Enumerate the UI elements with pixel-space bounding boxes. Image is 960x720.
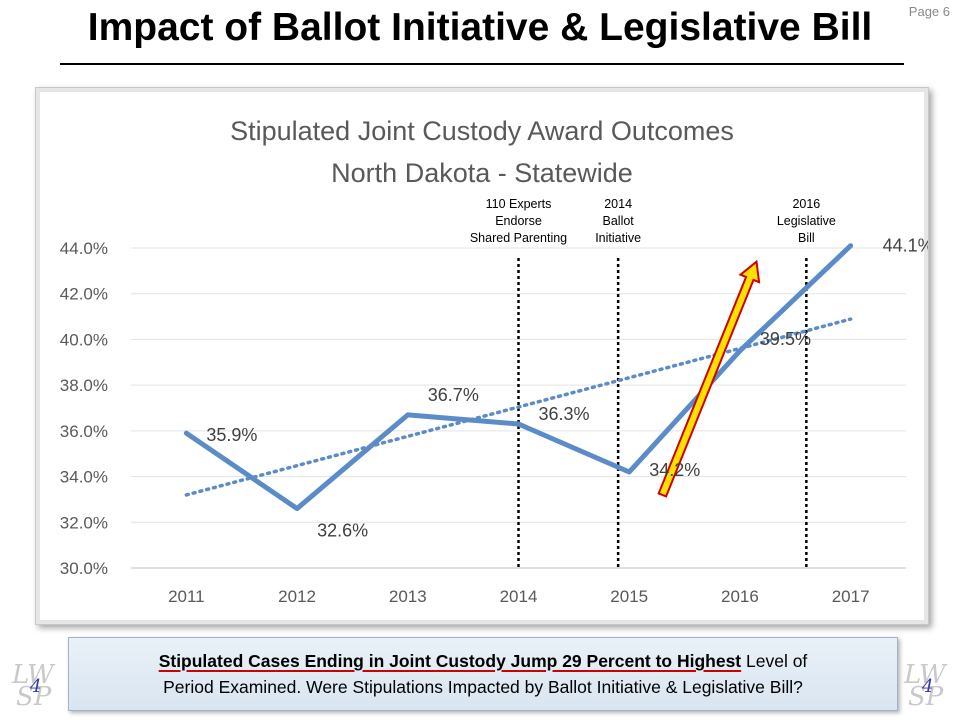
y-tick-label: 36.0% [60, 422, 108, 441]
data-label: 35.9% [206, 425, 257, 445]
y-tick-label: 32.0% [60, 513, 108, 532]
annotation-text: 2014 [604, 197, 632, 211]
annotation-text: Legislative [777, 214, 836, 228]
data-point [738, 349, 741, 352]
data-point [296, 507, 299, 510]
x-tick-label: 2011 [168, 587, 205, 606]
x-tick-label: 2013 [389, 587, 427, 606]
chart-title: Stipulated Joint Custody Award Outcomes [230, 116, 734, 146]
x-tick-label: 2014 [500, 587, 538, 606]
highlight-arrow [657, 259, 761, 498]
data-point [517, 423, 520, 425]
data-label: 36.7% [428, 385, 479, 405]
annotation-text: Ballot [603, 214, 635, 228]
title-divider [60, 63, 904, 65]
caption-rest: Level of [741, 651, 808, 671]
data-point [185, 432, 188, 435]
y-tick-label: 40.0% [60, 330, 108, 349]
y-tick-label: 38.0% [60, 376, 108, 395]
x-tick-label: 2015 [610, 587, 648, 606]
data-label: 32.6% [317, 521, 368, 541]
y-tick-label: 44.0% [60, 239, 108, 258]
annotation-text: Initiative [595, 231, 641, 245]
y-tick-label: 42.0% [60, 285, 108, 304]
data-label: 39.5% [760, 329, 811, 349]
chart-subtitle: North Dakota - Statewide [331, 158, 633, 188]
annotation-text: Endorse [495, 214, 542, 228]
annotation-text: 110 Experts [486, 197, 552, 211]
annotation-text: Bill [798, 231, 815, 245]
page-number: Page 6 [908, 4, 950, 19]
x-tick-label: 2016 [721, 587, 759, 606]
x-tick-label: 2012 [278, 587, 316, 606]
chart-frame: 35.9% 32.6% 36.7% 36.3% 34.2% 39.5% 44.1% 30.0… [35, 87, 934, 625]
annotation-text: 2016 [792, 197, 820, 211]
lwsp-logo-right: LW SP 4 [904, 660, 946, 712]
data-point [628, 471, 631, 473]
data-point [406, 413, 409, 416]
caption-highlight: Stipulated Cases Ending in Joint Custody… [158, 651, 742, 671]
data-label: 34.2% [649, 460, 700, 480]
caption-line2: Period Examined. Were Stipulations Impac… [163, 677, 803, 697]
lwsp-logo-left: LW SP 4 [12, 660, 54, 712]
y-tick-label: 30.0% [60, 559, 108, 578]
data-label: 36.3% [539, 404, 590, 424]
x-tick-label: 2017 [832, 587, 870, 606]
data-point [849, 244, 852, 247]
caption-box: Stipulated Cases Ending in Joint Custody… [68, 637, 898, 711]
annotation-text: Shared Parenting [470, 231, 567, 245]
data-label: 44.1% [883, 236, 928, 256]
y-tick-label: 34.0% [60, 468, 108, 487]
slide-title: Impact of Ballot Initiative & Legislativ… [87, 6, 873, 49]
line-chart: 35.9% 32.6% 36.7% 36.3% 34.2% 39.5% 44.1% 30.0… [60, 116, 934, 606]
